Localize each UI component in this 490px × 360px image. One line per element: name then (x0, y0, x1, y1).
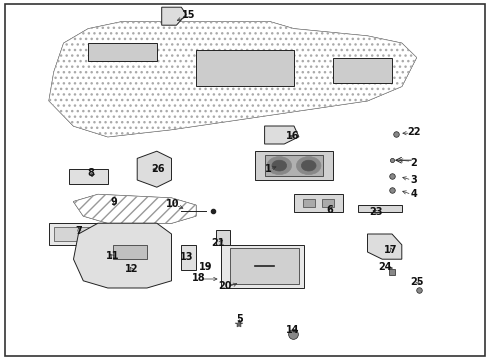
Polygon shape (265, 126, 299, 144)
Polygon shape (74, 194, 196, 223)
Text: 26: 26 (151, 164, 165, 174)
Polygon shape (216, 230, 230, 245)
Text: 11: 11 (106, 251, 120, 261)
Polygon shape (49, 223, 108, 245)
Text: 1: 1 (265, 164, 272, 174)
Polygon shape (54, 227, 103, 241)
Polygon shape (137, 151, 172, 187)
Text: 19: 19 (199, 262, 213, 272)
Circle shape (301, 160, 316, 171)
Circle shape (267, 157, 292, 175)
Text: 17: 17 (384, 245, 398, 255)
Text: 2: 2 (411, 158, 417, 168)
Polygon shape (74, 194, 196, 223)
Text: 21: 21 (211, 238, 225, 248)
Text: 25: 25 (410, 276, 423, 287)
Polygon shape (49, 22, 416, 137)
Text: 10: 10 (166, 199, 179, 210)
Text: 6: 6 (326, 204, 333, 215)
Text: 24: 24 (378, 262, 392, 272)
Bar (303, 199, 315, 207)
Polygon shape (265, 155, 323, 176)
Text: 16: 16 (286, 131, 300, 141)
Polygon shape (162, 7, 186, 25)
Text: 13: 13 (180, 252, 194, 262)
Polygon shape (333, 58, 392, 83)
Text: 23: 23 (369, 207, 383, 217)
Bar (322, 199, 334, 207)
Text: 8: 8 (87, 168, 94, 178)
Text: 7: 7 (75, 226, 82, 236)
Text: 3: 3 (411, 175, 417, 185)
Polygon shape (113, 245, 147, 259)
Text: 12: 12 (124, 264, 138, 274)
Text: 18: 18 (192, 273, 205, 283)
Text: 20: 20 (219, 281, 232, 291)
Circle shape (272, 160, 287, 171)
Polygon shape (255, 151, 333, 180)
Polygon shape (49, 22, 416, 137)
Text: 5: 5 (237, 314, 244, 324)
Polygon shape (358, 205, 402, 212)
Polygon shape (294, 194, 343, 212)
Polygon shape (88, 43, 157, 61)
Polygon shape (69, 169, 108, 184)
Circle shape (296, 157, 321, 175)
Text: 4: 4 (411, 189, 417, 199)
Text: 15: 15 (182, 10, 196, 20)
Polygon shape (74, 223, 172, 288)
Text: 14: 14 (286, 325, 300, 336)
Polygon shape (196, 50, 294, 86)
Text: 9: 9 (110, 197, 117, 207)
Polygon shape (230, 248, 299, 284)
Polygon shape (181, 245, 196, 270)
Polygon shape (368, 234, 402, 259)
Text: 22: 22 (407, 127, 421, 138)
Polygon shape (220, 245, 304, 288)
